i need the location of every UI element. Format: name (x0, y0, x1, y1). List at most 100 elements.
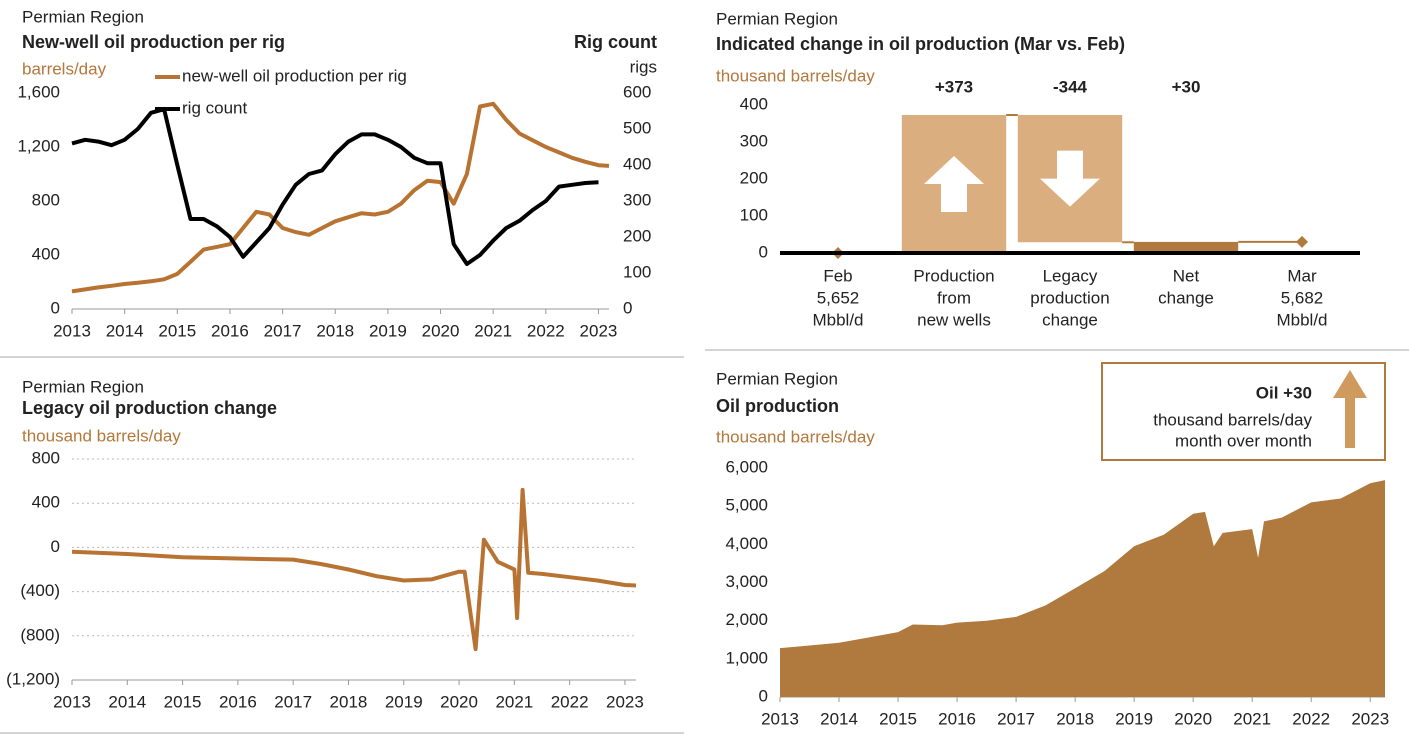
x-tick-label: change (1158, 288, 1214, 307)
x-tick-label: 2015 (158, 321, 196, 340)
x-tick-label: 2015 (164, 692, 202, 711)
x-tick-label: 2016 (219, 692, 257, 711)
chart-title: Oil production (716, 396, 839, 416)
x-tick-label: 2020 (1174, 709, 1212, 728)
y-tick-label: 100 (740, 205, 768, 224)
x-tick-label: Legacy (1043, 266, 1098, 285)
x-tick-label: 2015 (879, 709, 917, 728)
annotation-headline: Oil +30 (1256, 383, 1312, 402)
y-tick-label: 5,000 (725, 496, 768, 515)
direction-arrow (1040, 150, 1100, 207)
x-tick-label: Feb (823, 266, 852, 285)
x-tick-label: 2023 (1351, 709, 1389, 728)
chart-title: New-well oil production per rig (22, 32, 285, 52)
x-tick-label: 2017 (264, 321, 302, 340)
x-tick-label: 2022 (1292, 709, 1330, 728)
x-tick-label: 2022 (527, 321, 565, 340)
x-tick-label: 2018 (330, 692, 368, 711)
y-axis-label: thousand barrels/day (22, 426, 181, 445)
y2-tick-label: 500 (623, 118, 651, 137)
x-tick-label: 2014 (820, 709, 858, 728)
y-axis-label: thousand barrels/day (716, 427, 875, 446)
x-tick-label: Net (1173, 266, 1200, 285)
x-tick-label: 2021 (474, 321, 512, 340)
x-tick-label: 5,682 (1281, 288, 1324, 307)
y-tick-label: (1,200) (6, 669, 60, 688)
x-tick-label: from (937, 288, 971, 307)
x-tick-label: Mbbl/d (1276, 310, 1327, 329)
x-tick-label: 2020 (440, 692, 478, 711)
x-tick-label: 2022 (551, 692, 589, 711)
chart-title: Indicated change in oil production (Mar … (716, 34, 1125, 54)
annotation-box (1101, 362, 1386, 461)
x-tick-label: 2023 (580, 321, 618, 340)
x-tick-label: Production (913, 266, 994, 285)
value-label: -344 (1053, 77, 1088, 96)
supertitle: Permian Region (22, 377, 144, 396)
x-tick-label: production (1030, 288, 1109, 307)
x-tick-label: 2014 (106, 321, 144, 340)
x-tick-label: 2013 (53, 321, 91, 340)
y-tick-label: 400 (740, 94, 768, 113)
x-tick-label: Mbbl/d (812, 310, 863, 329)
y2-tick-label: 100 (623, 262, 651, 281)
y-tick-label: (400) (20, 581, 60, 600)
y-tick-label: 2,000 (725, 610, 768, 629)
y-tick-label: 1,600 (17, 82, 60, 101)
x-tick-label: 2021 (495, 692, 533, 711)
y-tick-label: 4,000 (725, 534, 768, 553)
x-tick-label: change (1042, 310, 1098, 329)
y-tick-label: 0 (759, 242, 768, 261)
chart-title: Legacy oil production change (22, 398, 277, 418)
y-tick-label: 800 (32, 190, 60, 209)
y-tick-label: 1,200 (17, 136, 60, 155)
x-tick-label: 2017 (997, 709, 1035, 728)
x-tick-label: 2016 (211, 321, 249, 340)
y2-tick-label: 600 (623, 82, 651, 101)
y-tick-label: 0 (51, 537, 60, 556)
y2-tick-label: 0 (623, 298, 632, 317)
y-tick-label: 0 (759, 686, 768, 705)
direction-arrow (924, 155, 984, 212)
y-tick-label: 200 (740, 168, 768, 187)
supertitle: Permian Region (716, 369, 838, 388)
x-tick-label: 2019 (369, 321, 407, 340)
legend-label: new-well oil production per rig (182, 66, 407, 85)
y-tick-label: 6,000 (725, 457, 768, 476)
x-tick-label: 2016 (938, 709, 976, 728)
y-tick-label: (800) (20, 625, 60, 644)
y-tick-label: 300 (740, 131, 768, 150)
y2-tick-label: 400 (623, 154, 651, 173)
x-tick-label: 2013 (761, 709, 799, 728)
supertitle: Permian Region (716, 9, 838, 28)
y-axis-label: barrels/day (22, 59, 107, 78)
x-tick-label: 2014 (108, 692, 146, 711)
x-tick-label: 2018 (1056, 709, 1094, 728)
x-tick-label: 2020 (422, 321, 460, 340)
supertitle: Permian Region (22, 7, 144, 26)
x-tick-label: 2017 (274, 692, 312, 711)
annotation-line: month over month (1175, 431, 1312, 450)
y2-tick-label: 200 (623, 226, 651, 245)
x-tick-label: 2013 (53, 692, 91, 711)
value-label: +373 (935, 77, 973, 96)
x-tick-label: 2019 (385, 692, 423, 711)
y-tick-label: 1,000 (725, 648, 768, 667)
y-tick-label: 400 (32, 244, 60, 263)
y-tick-label: 0 (51, 298, 60, 317)
line (71, 101, 610, 294)
y-tick-label: 400 (32, 493, 60, 512)
level-marker (1296, 235, 1308, 248)
bar (1133, 241, 1239, 253)
x-tick-label: Mar (1287, 266, 1317, 285)
y2-title: Rig count (574, 32, 657, 52)
annotation-line: thousand barrels/day (1153, 410, 1312, 429)
line (71, 487, 637, 652)
x-tick-label: 2023 (606, 692, 644, 711)
x-tick-label: 2018 (316, 321, 354, 340)
x-tick-label: 5,652 (817, 288, 860, 307)
x-tick-label: new wells (917, 310, 991, 329)
area (780, 480, 1385, 697)
y2-tick-label: 300 (623, 190, 651, 209)
